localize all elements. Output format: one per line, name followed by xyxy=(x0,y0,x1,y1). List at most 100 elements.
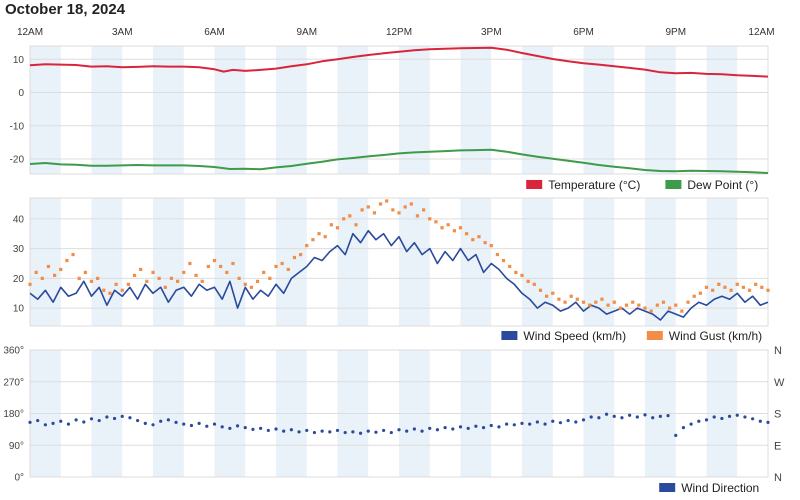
wind-gust-point xyxy=(575,297,579,301)
wind-direction-point xyxy=(366,429,370,433)
hour-band xyxy=(30,46,61,174)
wind-direction-point xyxy=(512,423,516,427)
wind-gust-point xyxy=(551,291,555,295)
wind-gust-point xyxy=(108,291,112,295)
wind-direction-point xyxy=(335,428,340,433)
wind-direction-series xyxy=(28,412,770,437)
wind-direction-point xyxy=(166,418,170,422)
wind-gust-point xyxy=(428,217,432,221)
hour-band xyxy=(30,198,61,326)
hour-band xyxy=(337,198,369,326)
wind-direction-point xyxy=(497,425,501,429)
wind-gust-point xyxy=(299,252,303,257)
wind-direction-point xyxy=(658,414,662,418)
wind-gust-point xyxy=(557,297,561,301)
wind-direction-point xyxy=(251,427,255,431)
wind-gust-point xyxy=(600,297,604,301)
wind-speed-series xyxy=(29,229,769,321)
y-tick-label: 270° xyxy=(3,377,24,388)
wind-direction-point xyxy=(351,430,355,434)
wind-gust-point xyxy=(305,244,309,248)
wind-direction-point xyxy=(182,422,186,426)
wind-gust-point xyxy=(588,303,592,307)
wind-direction-point xyxy=(159,419,163,423)
wind-gust-point xyxy=(335,226,340,230)
wind-gust-point xyxy=(686,300,690,304)
wind-gust-point xyxy=(89,279,94,283)
wind-direction-point xyxy=(136,418,140,423)
wind-direction-point xyxy=(620,416,624,420)
wind-direction-point xyxy=(566,418,570,423)
wind-gust-point xyxy=(212,258,217,263)
wind-direction-point xyxy=(82,420,86,424)
time-tick-label: 3PM xyxy=(480,27,502,38)
wind-direction-point xyxy=(197,421,201,425)
wind-direction-point xyxy=(681,426,686,430)
wind-gust-point xyxy=(83,270,87,275)
y-tick-label: -20 xyxy=(10,155,25,166)
hour-band xyxy=(399,46,430,174)
wind-gust-point xyxy=(132,273,137,277)
wind-gust-point xyxy=(157,276,161,280)
hour-band xyxy=(706,198,738,326)
wind-gust-point xyxy=(219,264,223,269)
wind-gust-point xyxy=(760,285,764,289)
wind-direction-point xyxy=(558,421,563,425)
y-tick-label: -10 xyxy=(10,121,25,132)
wind-direction-point xyxy=(651,416,655,420)
wind-gust-point xyxy=(262,270,266,275)
hour-band xyxy=(522,46,553,174)
y-tick-label: 20 xyxy=(13,274,25,285)
compass-label: N xyxy=(774,345,782,357)
wind-direction-point xyxy=(612,414,616,418)
wind-gust-point xyxy=(766,288,770,292)
wind-gust-point xyxy=(704,285,709,289)
wind-gust-point xyxy=(360,208,364,212)
wind-gust-point xyxy=(77,276,81,280)
wind-gust-point xyxy=(508,264,512,269)
wind-gust-point xyxy=(139,267,143,272)
wind-direction-point xyxy=(766,420,770,424)
wind-gust-point xyxy=(747,288,752,292)
hour-band xyxy=(460,46,492,174)
y-tick-label: 0° xyxy=(14,473,24,484)
wind-direction-point xyxy=(505,422,509,426)
wind-direction-point xyxy=(751,417,755,421)
wind-gust-point xyxy=(126,282,130,286)
wind-gust-point xyxy=(237,276,241,280)
wind-gust-point xyxy=(545,294,549,298)
time-tick-label: 12AM xyxy=(748,27,775,38)
wind-gust-point xyxy=(46,264,51,269)
wind-direction-point xyxy=(120,414,124,418)
wind-direction-point xyxy=(674,433,678,437)
wind-gust-point xyxy=(489,244,493,248)
wind-direction-point xyxy=(358,431,363,435)
wind-direction-point xyxy=(205,424,209,428)
legend-swatch xyxy=(526,180,543,189)
wind-gust-point xyxy=(655,303,659,307)
dew-point-line xyxy=(29,148,769,174)
wind-direction-point xyxy=(712,415,716,419)
wind-speed-gust-chart: 40 30 20 10 Wind Gust (km/h) Wind Speed (km/h… xyxy=(13,197,770,343)
wind-direction-point xyxy=(635,415,639,419)
hour-band xyxy=(460,198,492,326)
wind-direction-point xyxy=(151,423,155,427)
wind-gust-point xyxy=(532,282,536,286)
wind-gust-point xyxy=(145,279,149,283)
wind-direction-point xyxy=(128,416,132,420)
wind-direction-point xyxy=(189,423,194,428)
wind-direction-point xyxy=(466,426,470,430)
wind-direction-point xyxy=(243,426,247,430)
wind-direction-point xyxy=(697,419,701,423)
wind-gust-point xyxy=(440,226,444,230)
wind-direction-point xyxy=(212,422,217,426)
wind-direction-point xyxy=(51,421,55,425)
wind-gust-point xyxy=(501,258,506,263)
wind-gust-point xyxy=(397,211,401,215)
wind-direction-point xyxy=(228,426,232,430)
time-tick-label: 6PM xyxy=(573,27,594,38)
temperature-series xyxy=(29,46,769,78)
wind-gust-point xyxy=(452,229,456,233)
wind-direction-point xyxy=(66,422,71,426)
wind-gust-point xyxy=(581,300,586,304)
